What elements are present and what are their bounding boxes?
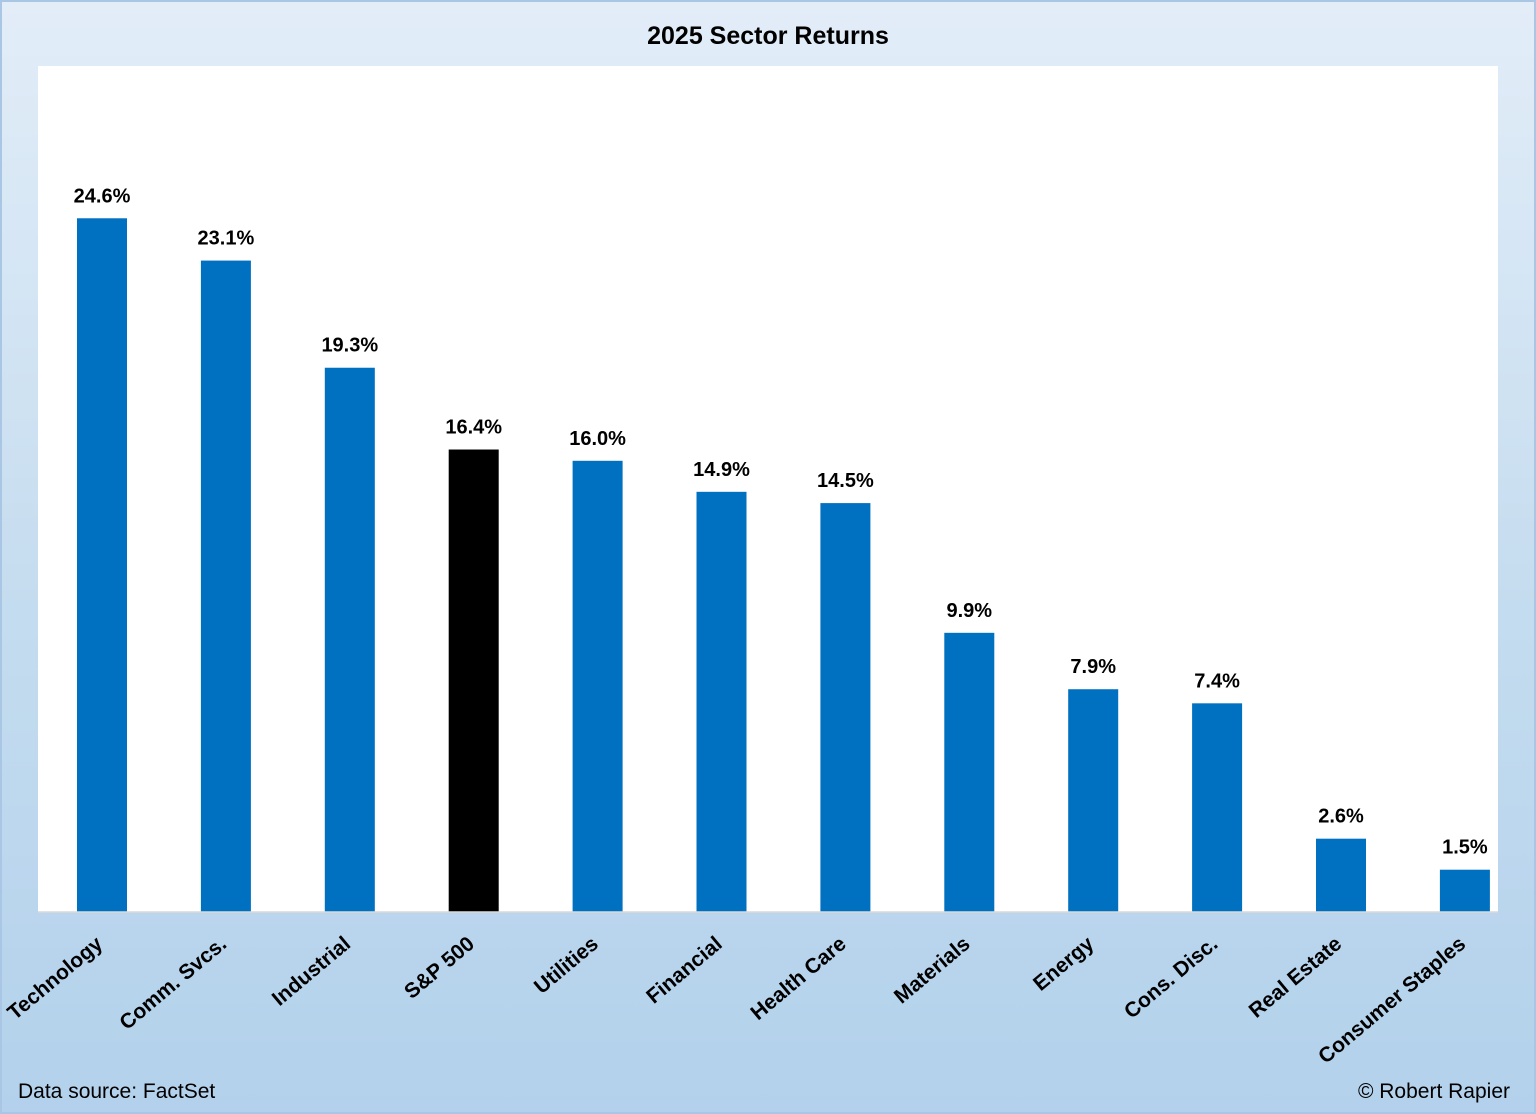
data-label-real-estate: 2.6%	[1318, 806, 1364, 828]
data-label-technology: 24.6%	[74, 185, 131, 207]
bar-materials	[944, 632, 995, 912]
bar-real-estate	[1316, 838, 1366, 912]
data-label-comm-svcs: 23.1%	[198, 228, 255, 250]
tick-label-energy: Energy	[1029, 932, 1099, 996]
tick-label-utilities: Utilities	[530, 932, 603, 998]
bar-financial	[696, 491, 747, 912]
bar-utilities	[572, 460, 623, 912]
bar-cons-disc	[1192, 703, 1243, 912]
tick-label-cons-disc: Cons. Disc.	[1120, 932, 1222, 1023]
tick-label-real-estate: Real Estate	[1245, 932, 1347, 1022]
bar-energy	[1068, 689, 1119, 912]
data-label-materials: 9.9%	[947, 600, 993, 622]
tick-label-industrial: Industrial	[268, 932, 355, 1010]
tick-label-materials: Materials	[890, 932, 975, 1008]
tick-label-health-care: Health Care	[746, 932, 850, 1025]
bar-s-p-500	[448, 449, 499, 912]
tick-label-s-p-500: S&P 500	[400, 932, 479, 1003]
data-label-health-care: 14.5%	[817, 470, 874, 492]
data-label-financial: 14.9%	[693, 459, 750, 481]
tick-label-comm-svcs: Comm. Svcs.	[115, 932, 231, 1034]
bar-consumer-staples	[1439, 869, 1490, 912]
data-label-consumer-staples: 1.5%	[1442, 837, 1488, 859]
data-label-industrial: 19.3%	[321, 335, 378, 357]
bar-comm-svcs	[200, 260, 251, 913]
plot-area	[38, 66, 1498, 912]
data-label-cons-disc: 7.4%	[1194, 670, 1240, 692]
data-label-s-p-500: 16.4%	[445, 417, 502, 439]
bar-technology	[77, 218, 127, 912]
copyright-note: © Robert Rapier	[1357, 1080, 1510, 1103]
bar-industrial	[324, 367, 375, 912]
bar-health-care	[820, 503, 871, 912]
data-label-utilities: 16.0%	[569, 428, 626, 450]
tick-label-technology: Technology	[3, 932, 107, 1025]
data-label-energy: 7.9%	[1070, 656, 1116, 678]
data-source-note: Data source: FactSet	[18, 1080, 216, 1103]
chart-title: 2025 Sector Returns	[647, 22, 889, 50]
tick-label-financial: Financial	[642, 932, 727, 1008]
